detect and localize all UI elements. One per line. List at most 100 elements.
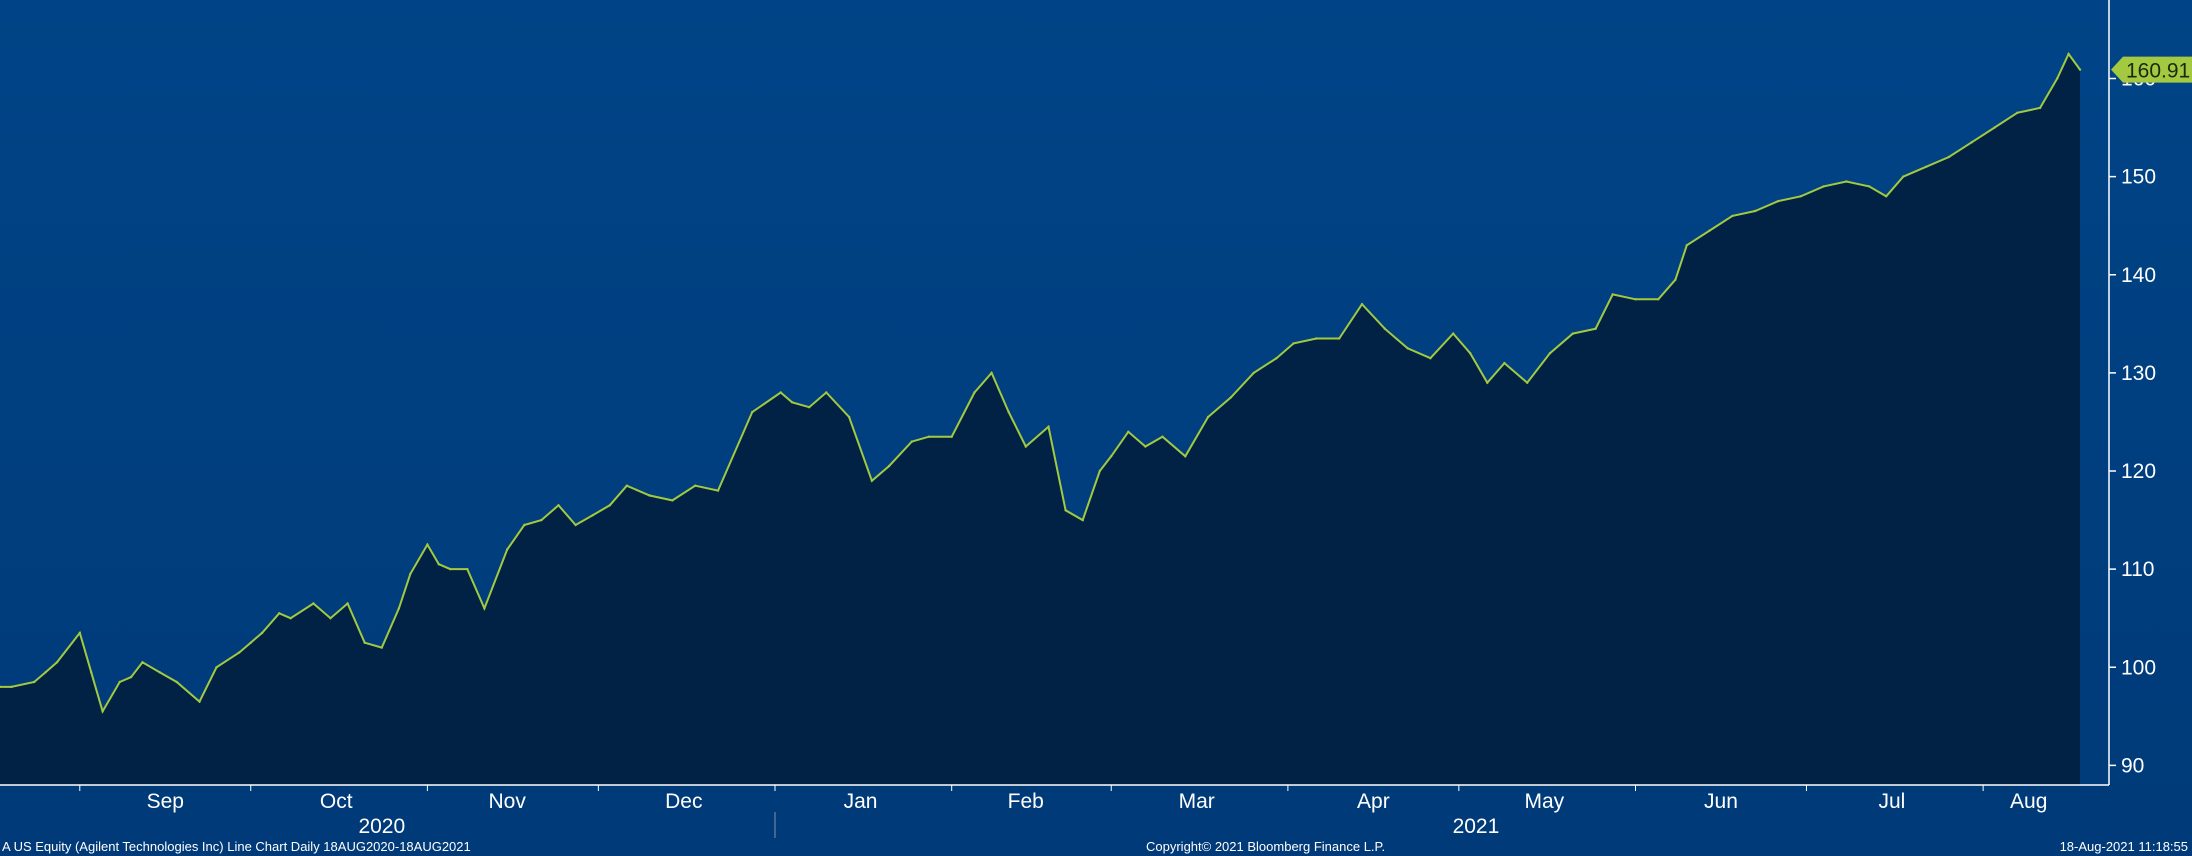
- price-point: [1081, 518, 1084, 522]
- last-value-group: 160.91: [2111, 56, 2192, 83]
- price-point: [1469, 352, 1472, 355]
- price-point: [129, 675, 133, 679]
- price-point: [1594, 327, 1597, 330]
- price-point: [1674, 278, 1677, 281]
- price-point: [1338, 337, 1341, 340]
- price-point: [506, 548, 509, 551]
- price-point: [1902, 175, 1905, 178]
- price-point: [449, 567, 452, 571]
- price-point: [825, 391, 828, 394]
- price-point: [1634, 298, 1637, 301]
- price-point: [694, 484, 697, 487]
- price-point: [238, 651, 241, 654]
- last-value-label: 160.91: [2126, 60, 2190, 83]
- area-layer: [0, 52, 2082, 785]
- price-point: [90, 671, 93, 674]
- price-point: [1708, 229, 1711, 232]
- price-point: [574, 523, 577, 527]
- price-point: [1503, 361, 1506, 365]
- price-point: [648, 494, 651, 497]
- price-point: [870, 479, 874, 482]
- price-point: [927, 435, 931, 438]
- price-point: [1754, 209, 1757, 213]
- x-tick-label: Jun: [1704, 790, 1738, 813]
- x-tick-label: Feb: [1008, 790, 1044, 813]
- price-point: [483, 607, 486, 610]
- price-point: [1845, 180, 1848, 183]
- y-tick-label: 120: [2121, 460, 2156, 483]
- price-point: [1868, 185, 1871, 188]
- price-point: [380, 646, 383, 649]
- y-tick-label: 90: [2121, 754, 2144, 777]
- price-point: [101, 710, 104, 713]
- price-point: [1206, 415, 1210, 419]
- price-point: [1947, 155, 1951, 159]
- price-point: [779, 391, 782, 394]
- axis-layer: 90100110120130140150160SepOctNovDecJanFe…: [0, 0, 2156, 838]
- x-tick-label: Nov: [488, 790, 526, 813]
- x-tick-label: Apr: [1357, 790, 1390, 813]
- price-point: [625, 484, 628, 487]
- price-point: [1993, 126, 1996, 129]
- price-point: [790, 401, 794, 404]
- price-point: [141, 661, 144, 664]
- x-tick-label: May: [1524, 790, 1564, 813]
- x-tick-label: Oct: [320, 790, 353, 813]
- year-label: 2020: [358, 815, 405, 838]
- price-point: [312, 602, 315, 605]
- price-point: [540, 518, 543, 522]
- price-point: [215, 666, 218, 669]
- price-point: [278, 612, 281, 615]
- price-point: [409, 572, 412, 576]
- price-point: [1776, 200, 1780, 203]
- year-label: 2021: [1453, 815, 1500, 838]
- footer-timestamp: 18-Aug-2021 11:18:55: [2060, 839, 2188, 854]
- price-point: [671, 499, 674, 502]
- price-point: [523, 523, 526, 527]
- price-point: [1822, 185, 1825, 188]
- price-point: [1731, 214, 1734, 218]
- price-point: [990, 371, 993, 375]
- price-point: [973, 391, 976, 394]
- price-point: [2078, 68, 2082, 71]
- price-point: [910, 440, 913, 443]
- price-point: [175, 680, 178, 684]
- price-point: [1360, 303, 1364, 306]
- price-point: [1685, 244, 1689, 247]
- price-point: [0, 685, 2, 689]
- price-point: [1315, 337, 1318, 340]
- price-point: [950, 435, 953, 438]
- price-point: [1799, 195, 1803, 198]
- price-point: [363, 641, 366, 644]
- price-point: [249, 641, 252, 644]
- price-point: [1024, 445, 1028, 448]
- price-point: [716, 489, 720, 492]
- footer: A US Equity (Agilent Technologies Inc) L…: [2, 839, 2188, 854]
- price-point: [1383, 327, 1387, 330]
- last-value-badge: [2111, 56, 2192, 83]
- price-point: [426, 543, 429, 546]
- x-tick-label: Sep: [147, 790, 184, 813]
- price-point: [260, 631, 264, 635]
- price-point: [1406, 347, 1409, 350]
- price-point: [2056, 77, 2059, 80]
- x-tick-label: Mar: [1179, 790, 1215, 813]
- price-point: [78, 631, 82, 635]
- y-tick-label: 140: [2121, 264, 2156, 287]
- x-tick-label: Dec: [665, 790, 702, 813]
- y-tick-label: 100: [2121, 656, 2156, 679]
- price-point: [1064, 509, 1067, 512]
- x-tick-label: Jan: [844, 790, 878, 813]
- price-point: [1526, 381, 1529, 384]
- price-point: [1184, 455, 1187, 458]
- price-point: [1885, 195, 1888, 198]
- price-point: [1110, 455, 1113, 458]
- price-point: [1486, 381, 1489, 384]
- price-point: [1047, 425, 1050, 428]
- price-point: [118, 680, 121, 684]
- price-point: [1229, 396, 1233, 399]
- price-point: [847, 415, 851, 419]
- price-point: [158, 671, 161, 674]
